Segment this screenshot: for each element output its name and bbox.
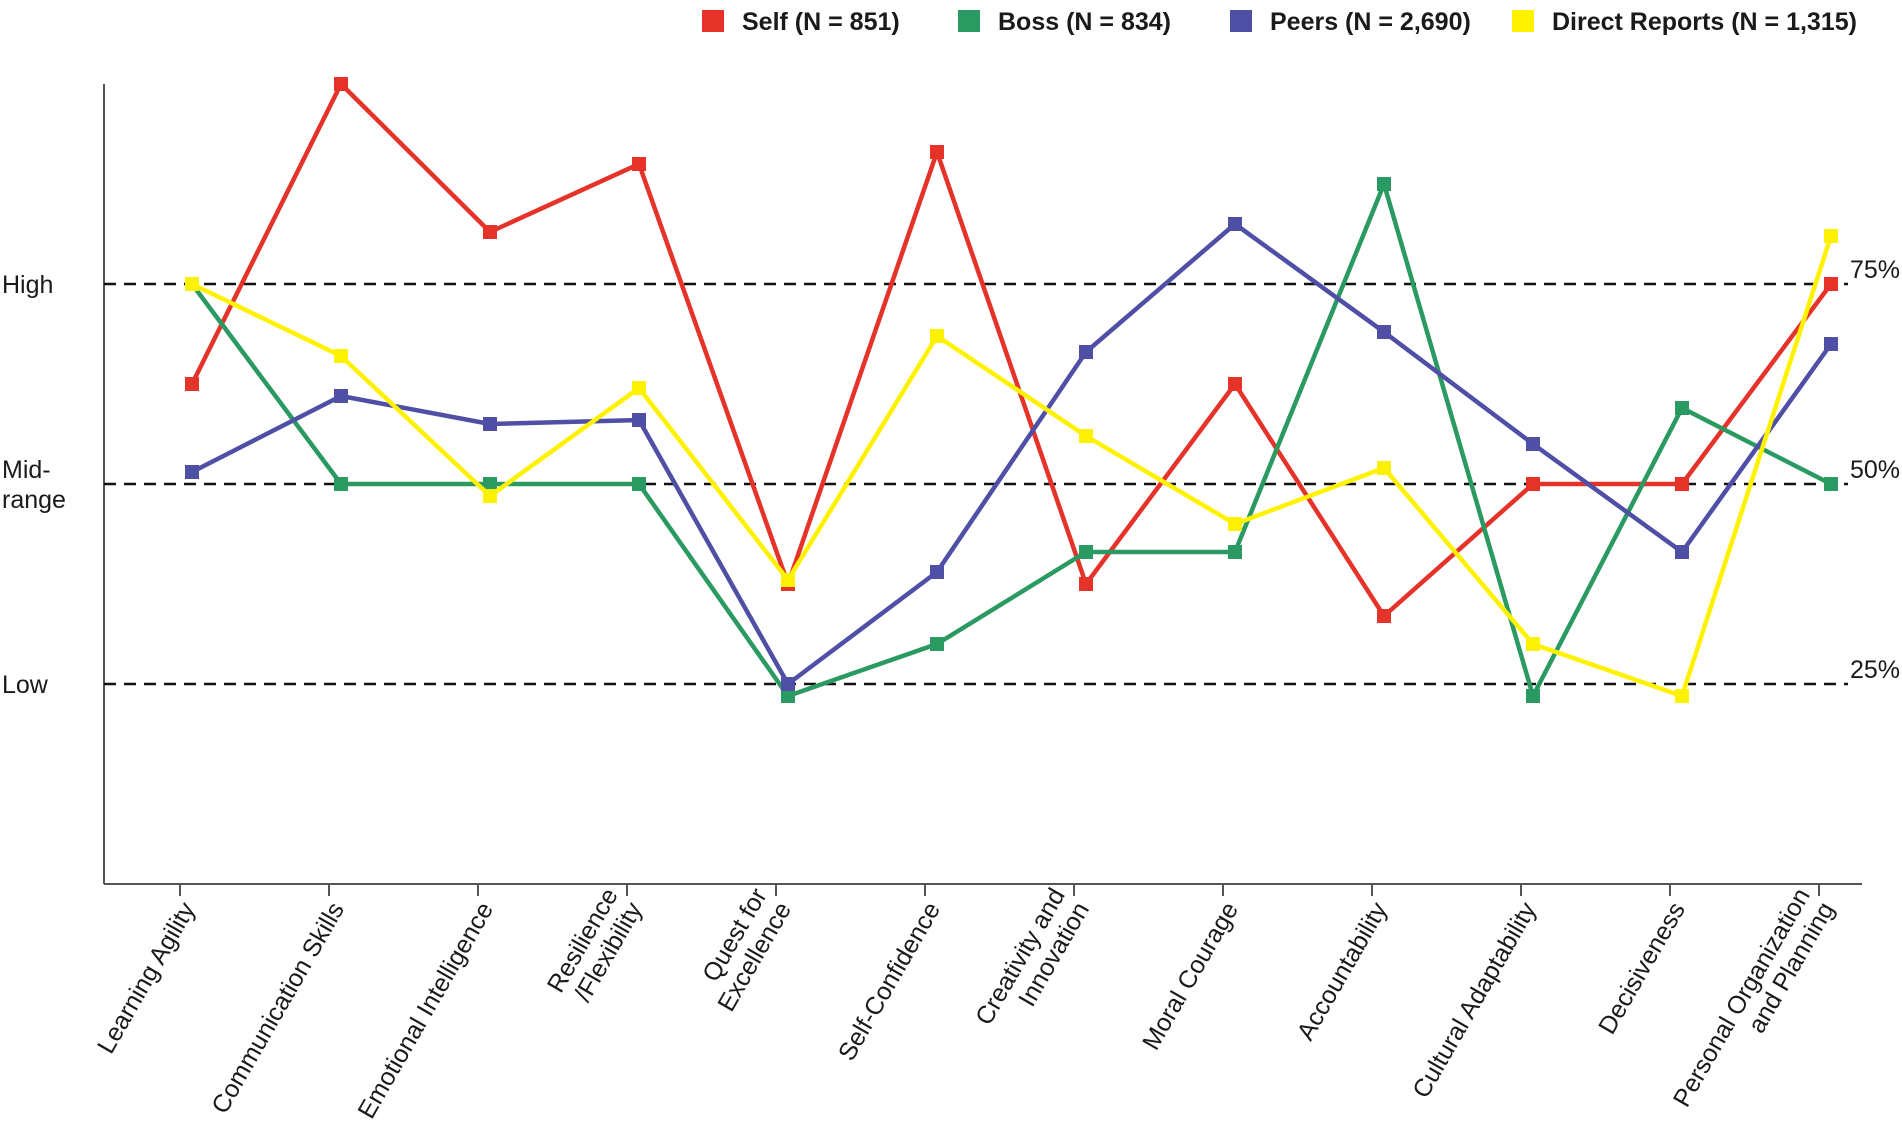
data-point-self-emotional-intelligence <box>483 225 497 239</box>
data-point-boss-accountability <box>1377 177 1391 191</box>
legend-label-peers: Peers (N = 2,690) <box>1270 8 1471 36</box>
data-point-self-resilience-flexibility <box>632 157 646 171</box>
x-tick-label-communication-skills: Communication Skills <box>206 898 350 1119</box>
data-point-self-creativity-and-innovation <box>1079 577 1093 591</box>
data-point-self-cultural-adaptability <box>1526 477 1540 491</box>
data-point-peers-creativity-and-innovation <box>1079 345 1093 359</box>
x-tick-label-emotional-intelligence: Emotional Intelligence <box>352 898 499 1124</box>
data-point-peers-decisiveness <box>1675 545 1689 559</box>
data-point-direct-reports-resilience-flexibility <box>632 381 646 395</box>
reference-label-50: 50% <box>1850 456 1900 484</box>
data-point-direct-reports-personal-organization-and-planning <box>1824 229 1838 243</box>
legend-label-boss: Boss (N = 834) <box>998 8 1171 36</box>
legend-label-direct-reports: Direct Reports (N = 1,315) <box>1552 8 1857 36</box>
x-tick-label-decisiveness: Decisiveness <box>1593 898 1691 1040</box>
x-tick-label-line-moral-courage: Moral Courage <box>1137 898 1244 1055</box>
data-point-direct-reports-moral-courage <box>1228 517 1242 531</box>
data-point-direct-reports-decisiveness <box>1675 689 1689 703</box>
legend-swatch-boss <box>958 10 980 32</box>
legend-swatch-self <box>702 10 724 32</box>
band-label-mid-range-line-2: range <box>2 486 66 514</box>
data-point-self-self-confidence <box>930 145 944 159</box>
data-point-boss-communication-skills <box>334 477 348 491</box>
data-point-peers-personal-organization-and-planning <box>1824 337 1838 351</box>
legend-label-self: Self (N = 851) <box>742 8 900 36</box>
x-tick-label-learning-agility: Learning Agility <box>92 897 201 1058</box>
x-tick-label-accountability: Accountability <box>1292 897 1394 1045</box>
x-tick-label-line-cultural-adaptability: Cultural Adaptability <box>1407 897 1542 1103</box>
data-point-boss-decisiveness <box>1675 401 1689 415</box>
data-point-direct-reports-cultural-adaptability <box>1526 637 1540 651</box>
x-tick-label-line-learning-agility: Learning Agility <box>92 897 201 1058</box>
series-line-peers <box>190 221 1833 687</box>
data-point-direct-reports-emotional-intelligence <box>483 489 497 503</box>
data-point-self-communication-skills <box>334 77 348 91</box>
band-label-mid-range-line-1: Mid- <box>2 456 51 484</box>
x-tick-label-line-communication-skills: Communication Skills <box>206 898 350 1119</box>
x-tick-label-line-decisiveness: Decisiveness <box>1593 898 1691 1040</box>
series-line-boss <box>190 181 1833 699</box>
x-tick-label-cultural-adaptability: Cultural Adaptability <box>1407 897 1542 1103</box>
reference-label-25: 25% <box>1850 656 1900 684</box>
data-point-boss-cultural-adaptability <box>1526 689 1540 703</box>
x-tick-label-line-accountability: Accountability <box>1292 897 1394 1045</box>
data-point-boss-moral-courage <box>1228 545 1242 559</box>
data-point-boss-personal-organization-and-planning <box>1824 477 1838 491</box>
data-point-direct-reports-accountability <box>1377 461 1391 475</box>
x-tick-label-moral-courage: Moral Courage <box>1137 898 1244 1055</box>
data-point-peers-quest-for-excellence <box>781 677 795 691</box>
data-point-peers-emotional-intelligence <box>483 417 497 431</box>
data-point-self-accountability <box>1377 609 1391 623</box>
series-line-direct-reports <box>191 235 1834 699</box>
data-point-peers-learning-agility <box>185 465 199 479</box>
data-point-boss-resilience-flexibility <box>632 477 646 491</box>
data-point-peers-self-confidence <box>930 565 944 579</box>
legend-swatch-peers <box>1230 10 1252 32</box>
data-point-boss-self-confidence <box>930 637 944 651</box>
data-point-self-personal-organization-and-planning <box>1824 277 1838 291</box>
data-point-boss-creativity-and-innovation <box>1079 545 1093 559</box>
x-tick-label-resilience-flexibility: Resilience/Flexibility <box>542 884 648 1007</box>
reference-label-75: 75% <box>1850 256 1900 284</box>
data-point-direct-reports-creativity-and-innovation <box>1079 429 1093 443</box>
legend-swatch-direct-reports <box>1512 10 1534 32</box>
band-label-low: Low <box>2 671 49 699</box>
data-point-direct-reports-learning-agility <box>185 277 199 291</box>
data-point-boss-emotional-intelligence <box>483 477 497 491</box>
data-point-self-moral-courage <box>1228 377 1242 391</box>
x-tick-label-line-emotional-intelligence: Emotional Intelligence <box>352 898 499 1124</box>
data-point-peers-moral-courage <box>1228 217 1242 231</box>
data-point-direct-reports-communication-skills <box>334 349 348 363</box>
x-tick-label-self-confidence: Self-Confidence <box>833 898 946 1066</box>
data-point-peers-accountability <box>1377 325 1391 339</box>
data-point-self-decisiveness <box>1675 477 1689 491</box>
x-tick-label-line-personal-organization: Personal Organization <box>1668 884 1816 1112</box>
data-point-boss-quest-for-excellence <box>781 689 795 703</box>
band-label-high: High <box>2 271 53 299</box>
data-point-peers-cultural-adaptability <box>1526 437 1540 451</box>
series-line-self <box>189 81 1833 619</box>
data-point-peers-resilience-flexibility <box>632 413 646 427</box>
data-point-self-learning-agility <box>185 377 199 391</box>
data-point-peers-communication-skills <box>334 389 348 403</box>
data-point-direct-reports-self-confidence <box>930 329 944 343</box>
x-tick-label-line-self-confidence: Self-Confidence <box>833 898 946 1066</box>
data-point-direct-reports-quest-for-excellence <box>781 573 795 587</box>
